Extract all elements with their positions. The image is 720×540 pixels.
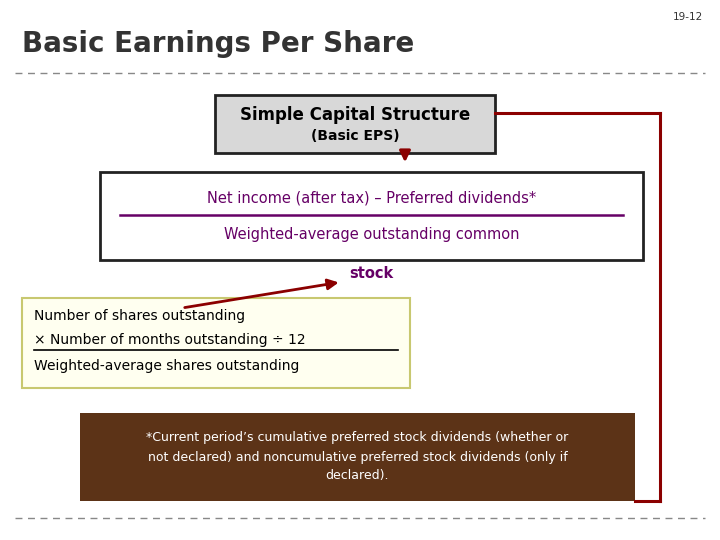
Text: Weighted-average outstanding common: Weighted-average outstanding common bbox=[224, 226, 519, 241]
Text: × Number of months outstanding ÷ 12: × Number of months outstanding ÷ 12 bbox=[34, 333, 305, 347]
Text: *Current period’s cumulative preferred stock dividends (whether or
not declared): *Current period’s cumulative preferred s… bbox=[146, 431, 569, 483]
FancyBboxPatch shape bbox=[100, 172, 643, 260]
Text: Weighted-average shares outstanding: Weighted-average shares outstanding bbox=[34, 359, 300, 373]
Text: Net income (after tax) – Preferred dividends*: Net income (after tax) – Preferred divid… bbox=[207, 191, 536, 206]
Text: stock: stock bbox=[349, 267, 394, 281]
FancyBboxPatch shape bbox=[22, 298, 410, 388]
Text: Number of shares outstanding: Number of shares outstanding bbox=[34, 309, 245, 323]
Text: 19-12: 19-12 bbox=[672, 12, 703, 22]
Text: Simple Capital Structure: Simple Capital Structure bbox=[240, 106, 470, 124]
FancyBboxPatch shape bbox=[215, 95, 495, 153]
FancyBboxPatch shape bbox=[80, 413, 635, 501]
Text: Basic Earnings Per Share: Basic Earnings Per Share bbox=[22, 30, 414, 58]
Text: (Basic EPS): (Basic EPS) bbox=[311, 129, 400, 143]
